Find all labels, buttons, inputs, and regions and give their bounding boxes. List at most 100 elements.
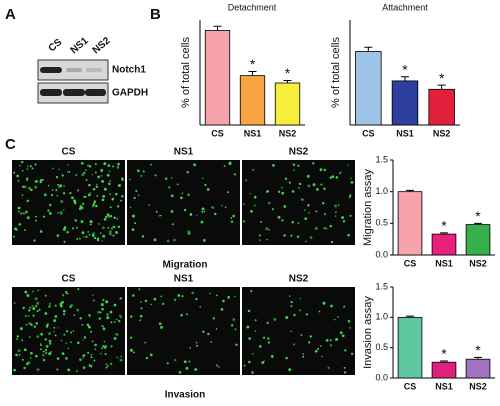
cell-dot (174, 359, 177, 362)
cell-dot (94, 171, 97, 174)
cell-dot (193, 163, 197, 167)
cell-dot (268, 228, 271, 231)
cell-dot (44, 193, 47, 197)
cell-dot (27, 315, 30, 317)
cell-dot (51, 189, 54, 191)
cell-dot (115, 332, 119, 336)
cell-dot (107, 164, 111, 167)
cell-dot (42, 179, 44, 181)
cell-dot (323, 213, 326, 216)
cell-dot (72, 330, 75, 332)
image-title: NS1 (174, 274, 194, 285)
cell-dot (223, 165, 226, 168)
cell-dot (180, 196, 183, 200)
micrograph (242, 160, 355, 245)
cell-dot (202, 177, 204, 179)
cell-dot (120, 355, 123, 358)
cell-dot (297, 164, 300, 167)
cell-dot (89, 223, 92, 226)
cell-dot (91, 173, 94, 176)
bar (465, 224, 491, 256)
cell-dot (48, 302, 51, 305)
chart-title: Detachment (228, 2, 277, 12)
cell-dot (16, 174, 19, 178)
cell-dot (105, 215, 108, 219)
cell-dot (21, 169, 24, 172)
cell-dot (40, 332, 43, 336)
cell-dot (111, 227, 113, 230)
cell-dot (102, 195, 106, 198)
cell-dot (35, 305, 38, 308)
cell-dot (62, 313, 66, 316)
cell-dot (135, 189, 138, 193)
cell-dot (42, 215, 46, 218)
cell-dot (214, 212, 217, 216)
cell-dot (82, 339, 84, 341)
cell-dot (80, 161, 84, 165)
cell-dot (83, 171, 86, 175)
cell-dot (95, 204, 98, 208)
cell-dot (337, 315, 339, 318)
cell-dot (253, 204, 256, 207)
cell-dot (195, 298, 198, 301)
cell-dot (113, 337, 117, 340)
cell-dot (90, 356, 93, 359)
cell-dot (60, 199, 64, 203)
cell-dot (138, 288, 141, 291)
micrograph (242, 287, 355, 375)
cell-dot (200, 220, 204, 224)
cell-dot (178, 371, 182, 374)
x-tick-label: CS (404, 381, 417, 391)
cell-dot (90, 365, 93, 368)
cell-dot (66, 330, 69, 333)
cell-dot (103, 187, 107, 191)
cell-dot (26, 362, 29, 366)
cell-dot (342, 220, 346, 223)
cell-dot (296, 235, 300, 238)
x-tick-label: NS2 (469, 381, 487, 391)
cell-dot (85, 235, 88, 238)
image-caption: Migration (163, 260, 208, 271)
cell-dot (334, 204, 338, 208)
y-tick-label: 1.5 (375, 281, 388, 291)
cell-dot (338, 172, 341, 175)
error-bar (213, 25, 222, 31)
band-label: Notch1 (112, 65, 146, 76)
cell-dot (297, 222, 300, 224)
cell-dot (36, 310, 39, 313)
cell-dot (329, 339, 332, 342)
cell-dot (153, 238, 157, 242)
cell-dot (56, 368, 59, 371)
cell-dot (56, 234, 60, 237)
cell-dot (49, 203, 52, 207)
cell-dot (87, 325, 91, 329)
cell-dot (251, 352, 254, 355)
error-bar (440, 360, 448, 363)
cell-dot (247, 309, 251, 313)
panel-label: B (150, 6, 161, 23)
cell-dot (76, 308, 80, 312)
cell-dot (312, 183, 316, 187)
significance-mark: * (402, 61, 408, 77)
cell-dot (243, 220, 246, 223)
cell-dot (26, 178, 29, 181)
cell-dot (28, 187, 31, 190)
cell-dot (243, 364, 246, 367)
cell-dot (29, 165, 32, 168)
cell-dot (32, 314, 35, 317)
cell-dot (267, 201, 271, 205)
image-title: NS2 (289, 274, 309, 285)
micrographs (12, 160, 355, 375)
image-title: NS1 (174, 147, 194, 158)
cell-dot (116, 318, 118, 321)
cell-dot (131, 228, 135, 232)
cell-dot (317, 347, 320, 350)
cell-dot (73, 199, 77, 203)
cell-dot (97, 310, 100, 314)
cell-dot (16, 335, 19, 338)
cell-dot (81, 173, 85, 177)
cell-dot (100, 352, 102, 355)
cell-dot (312, 162, 315, 165)
image-title: NS2 (289, 147, 309, 158)
